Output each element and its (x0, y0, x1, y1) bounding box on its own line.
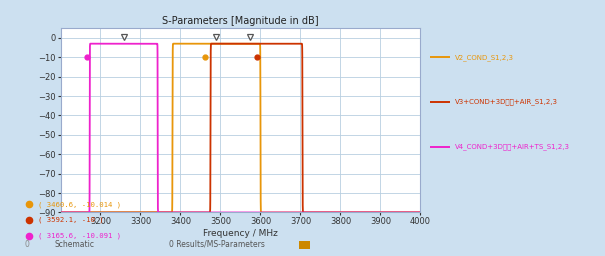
X-axis label: Frequency / MHz: Frequency / MHz (203, 229, 278, 238)
Text: 0 Results/MS-Parameters: 0 Results/MS-Parameters (169, 240, 265, 249)
Text: V2_COND_S1,2,3: V2_COND_S1,2,3 (456, 54, 514, 61)
Bar (299, 241, 310, 249)
Text: V3+COND+3D이블+AIR_S1,2,3: V3+COND+3D이블+AIR_S1,2,3 (456, 99, 558, 105)
Text: Schematic: Schematic (54, 240, 94, 249)
Text: ( 3165.6, -10.091 ): ( 3165.6, -10.091 ) (38, 233, 122, 239)
Title: S-Parameters [Magnitude in dB]: S-Parameters [Magnitude in dB] (162, 16, 319, 26)
Text: ( 3592.1, -10 ): ( 3592.1, -10 ) (38, 217, 104, 223)
Text: ( 3460.6, -10.014 ): ( 3460.6, -10.014 ) (38, 201, 122, 208)
Text: V4_COND+3D이블+AIR+TS_S1,2,3: V4_COND+3D이블+AIR+TS_S1,2,3 (456, 143, 571, 150)
Text: 0: 0 (24, 240, 29, 249)
